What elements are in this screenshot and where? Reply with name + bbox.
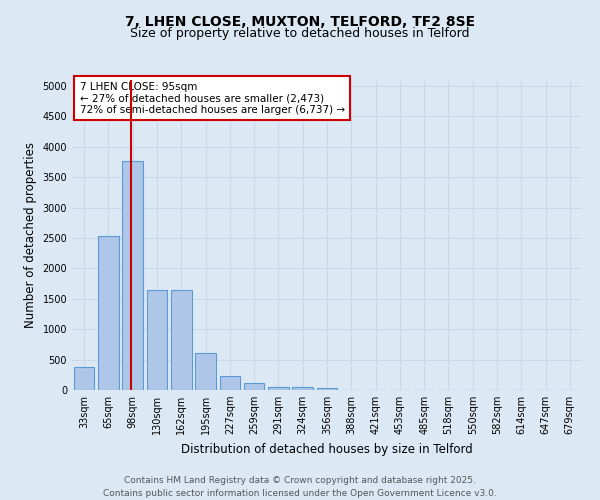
Text: 7, LHEN CLOSE, MUXTON, TELFORD, TF2 8SE: 7, LHEN CLOSE, MUXTON, TELFORD, TF2 8SE [125,15,475,29]
Bar [268,386,289,390]
Bar [244,384,265,390]
Y-axis label: Number of detached properties: Number of detached properties [24,142,37,328]
Bar [146,290,167,390]
Text: 7 LHEN CLOSE: 95sqm
← 27% of detached houses are smaller (2,473)
72% of semi-det: 7 LHEN CLOSE: 95sqm ← 27% of detached ho… [80,82,345,115]
Bar [195,353,216,390]
Bar [171,290,191,390]
Text: Contains HM Land Registry data © Crown copyright and database right 2025.
Contai: Contains HM Land Registry data © Crown c… [103,476,497,498]
Bar [98,236,119,390]
Text: Size of property relative to detached houses in Telford: Size of property relative to detached ho… [130,28,470,40]
Bar [292,388,313,390]
Bar [122,162,143,390]
Bar [317,388,337,390]
Bar [74,367,94,390]
X-axis label: Distribution of detached houses by size in Telford: Distribution of detached houses by size … [181,442,473,456]
Bar [220,376,240,390]
